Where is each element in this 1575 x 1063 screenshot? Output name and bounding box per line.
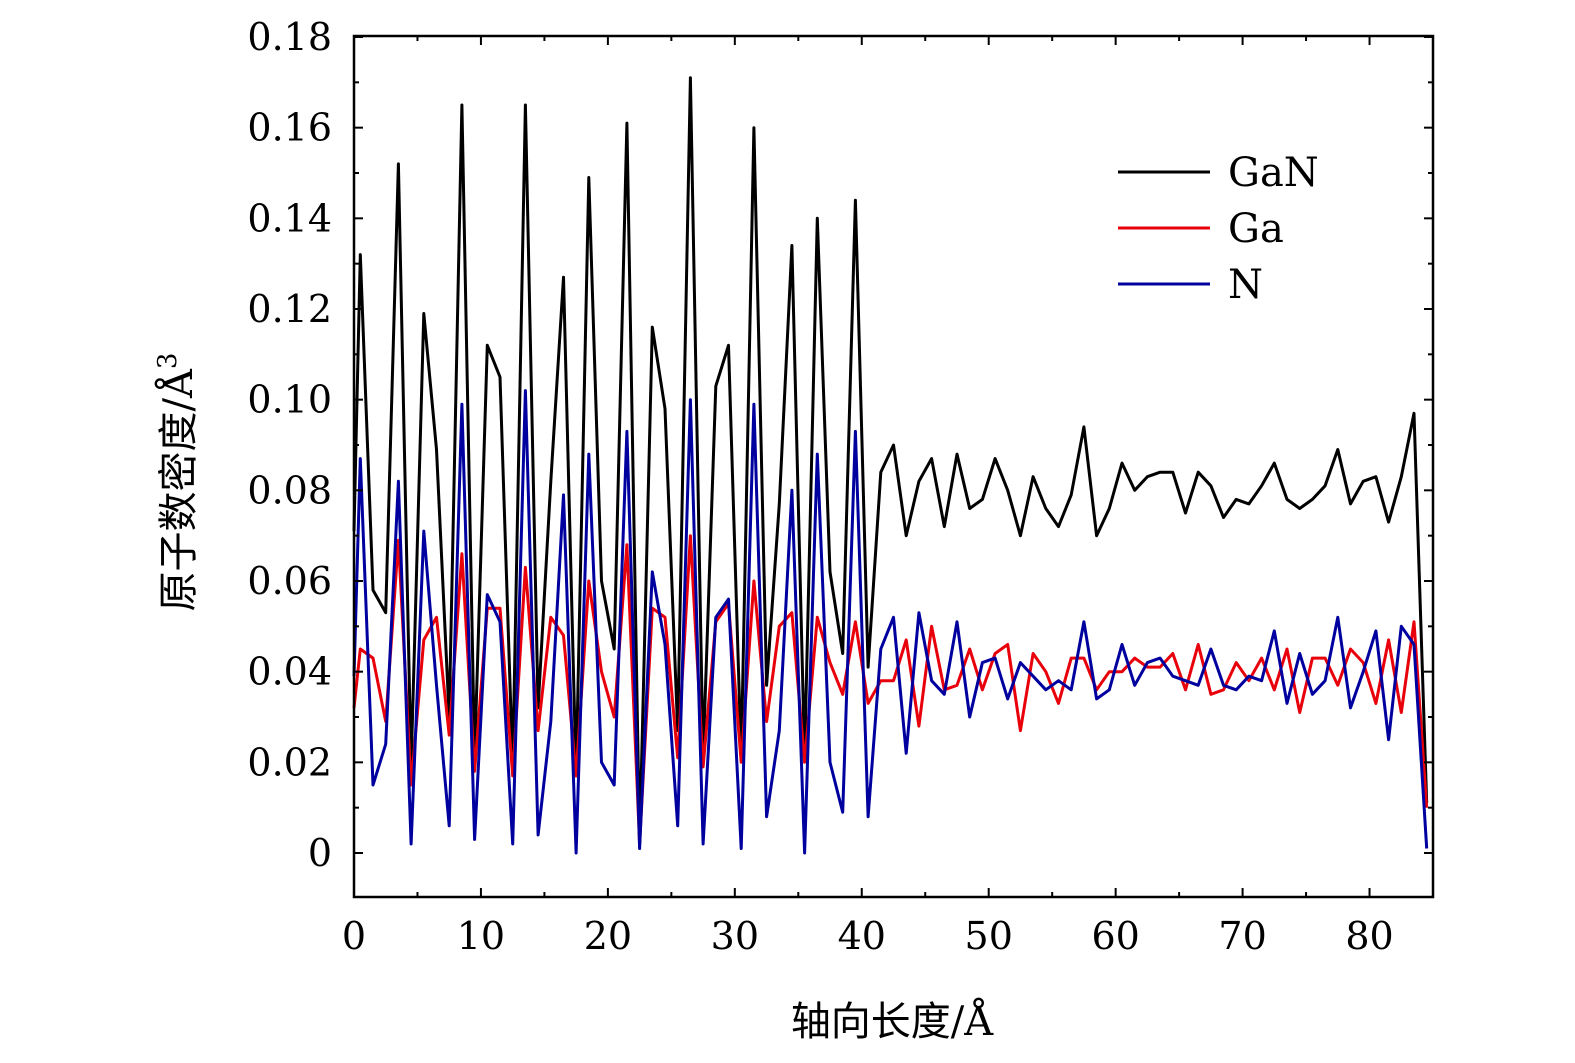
legend-label-n: N xyxy=(1228,262,1263,308)
x-tick-label: 80 xyxy=(1345,914,1393,958)
x-tick-label: 70 xyxy=(1218,914,1266,958)
ticks-layer xyxy=(353,36,1433,897)
series-line-gan xyxy=(352,76,1429,846)
y-tick-label: 0 xyxy=(308,831,332,875)
y-tick-label: 0.12 xyxy=(247,287,332,331)
y-tick-label: 0.10 xyxy=(247,378,332,422)
y-axis-title-main: 原子数密度/Å xyxy=(155,368,202,611)
y-tick-label: 0.08 xyxy=(247,468,332,512)
y-tick-label: 0.02 xyxy=(247,740,332,784)
x-tick-label: 60 xyxy=(1091,914,1139,958)
series-layer xyxy=(352,76,1429,855)
y-tick-label: 0.18 xyxy=(247,15,332,59)
x-tick-label: 30 xyxy=(711,914,759,958)
y-tick-label: 0.14 xyxy=(247,196,332,240)
x-tick-label: 10 xyxy=(457,914,505,958)
legend-label-ga: Ga xyxy=(1228,206,1284,252)
y-axis-title: 原子数密度/Å3 xyxy=(153,353,202,612)
tick-labels: 0 10 20 30 40 50 60 70 80 0 0.02 0.04 0.06 0.08 0.10 0.… xyxy=(247,15,1393,958)
legend-label-gan: GaN xyxy=(1228,150,1319,196)
x-tick-label: 20 xyxy=(584,914,632,958)
y-tick-label: 0.04 xyxy=(247,650,332,694)
svg-text:原子数密度/Å3: 原子数密度/Å3 xyxy=(153,353,202,612)
y-axis-title-superscript: 3 xyxy=(153,353,183,370)
y-tick-label: 0.16 xyxy=(247,106,332,150)
plot-frame xyxy=(352,34,1435,899)
y-tick-label: 0.06 xyxy=(247,559,332,603)
x-tick-label: 0 xyxy=(342,914,366,958)
x-tick-label: 50 xyxy=(965,914,1013,958)
series-line-n xyxy=(352,389,1429,855)
x-axis-title: 轴向长度/Å xyxy=(791,998,994,1045)
x-tick-label: 40 xyxy=(838,914,886,958)
